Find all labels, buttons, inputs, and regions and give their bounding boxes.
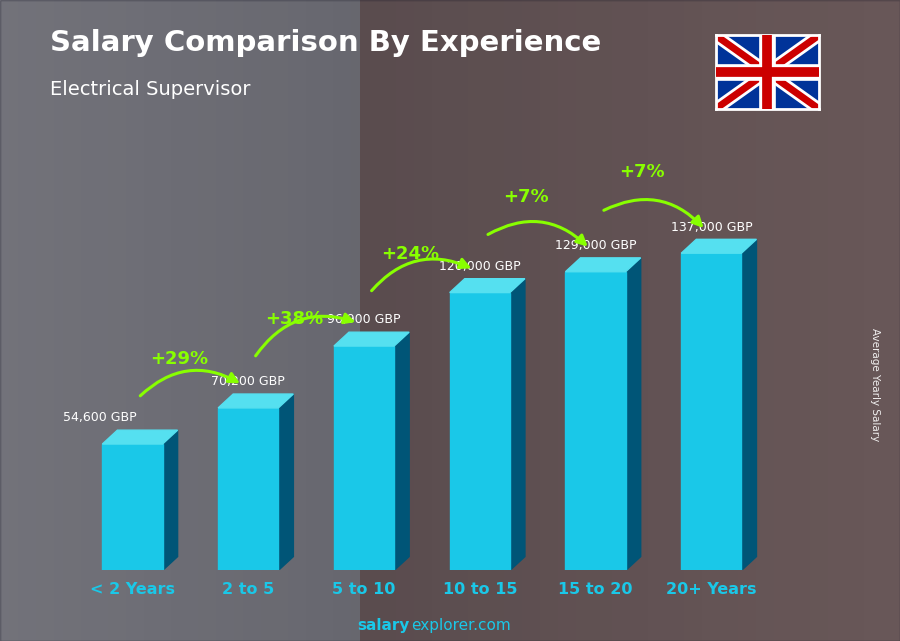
- Polygon shape: [163, 430, 177, 570]
- Polygon shape: [394, 332, 410, 570]
- Bar: [681, 253, 742, 570]
- Text: Salary Comparison By Experience: Salary Comparison By Experience: [50, 29, 601, 57]
- Polygon shape: [681, 239, 757, 253]
- Bar: [103, 444, 163, 570]
- Bar: [450, 292, 510, 570]
- Text: salary: salary: [357, 619, 410, 633]
- Polygon shape: [742, 239, 757, 570]
- Text: +29%: +29%: [149, 349, 208, 368]
- Text: 54,600 GBP: 54,600 GBP: [63, 412, 137, 424]
- Polygon shape: [565, 258, 641, 272]
- Bar: [565, 272, 626, 570]
- Polygon shape: [450, 279, 525, 292]
- Text: Average Yearly Salary: Average Yearly Salary: [869, 328, 880, 441]
- Text: Electrical Supervisor: Electrical Supervisor: [50, 80, 250, 99]
- Polygon shape: [626, 258, 641, 570]
- Polygon shape: [218, 394, 293, 408]
- Text: +7%: +7%: [619, 163, 665, 181]
- Text: 120,000 GBP: 120,000 GBP: [439, 260, 520, 273]
- Text: +38%: +38%: [266, 310, 324, 328]
- Text: explorer.com: explorer.com: [411, 619, 511, 633]
- Text: 137,000 GBP: 137,000 GBP: [670, 221, 752, 233]
- Polygon shape: [103, 430, 177, 444]
- Text: +24%: +24%: [382, 245, 439, 263]
- Bar: [334, 346, 394, 570]
- Text: +7%: +7%: [503, 188, 549, 206]
- Polygon shape: [278, 394, 293, 570]
- Polygon shape: [510, 279, 525, 570]
- Bar: [218, 408, 278, 570]
- Text: 129,000 GBP: 129,000 GBP: [554, 239, 636, 252]
- Text: 70,200 GBP: 70,200 GBP: [212, 375, 285, 388]
- Text: 96,900 GBP: 96,900 GBP: [328, 313, 400, 326]
- Polygon shape: [334, 332, 410, 346]
